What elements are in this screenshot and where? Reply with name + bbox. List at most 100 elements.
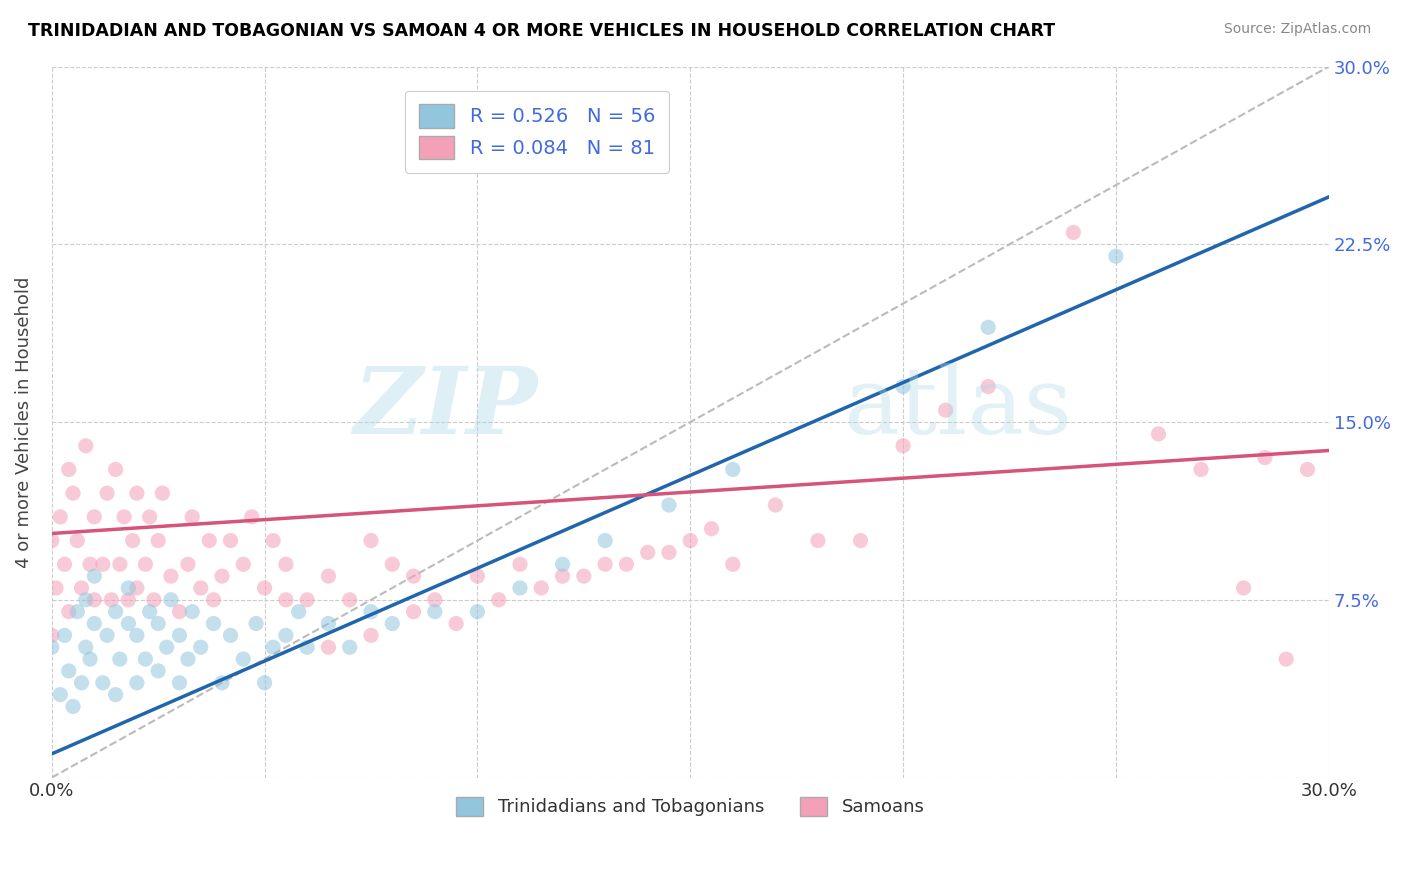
- Point: [146, 533, 169, 548]
- Point: [1062, 226, 1084, 240]
- Point: [75, 592, 97, 607]
- Point: [232, 558, 254, 572]
- Point: [83, 509, 105, 524]
- Point: [891, 439, 914, 453]
- Point: [49, 509, 72, 524]
- Point: [551, 569, 574, 583]
- Point: [211, 675, 233, 690]
- Point: [211, 569, 233, 583]
- Point: [593, 558, 616, 572]
- Point: [339, 640, 361, 655]
- Point: [339, 592, 361, 607]
- Point: [935, 403, 957, 417]
- Point: [134, 652, 156, 666]
- Point: [41, 640, 63, 655]
- Point: [53, 558, 76, 572]
- Point: [169, 628, 191, 642]
- Point: [1147, 426, 1170, 441]
- Point: [274, 628, 297, 642]
- Point: [177, 558, 200, 572]
- Point: [160, 569, 183, 583]
- Point: [488, 592, 510, 607]
- Point: [117, 616, 139, 631]
- Point: [117, 592, 139, 607]
- Point: [593, 533, 616, 548]
- Point: [274, 592, 297, 607]
- Point: [402, 605, 425, 619]
- Point: [83, 569, 105, 583]
- Point: [66, 533, 89, 548]
- Point: [1105, 249, 1128, 263]
- Point: [721, 558, 744, 572]
- Point: [83, 616, 105, 631]
- Point: [295, 640, 318, 655]
- Point: [75, 439, 97, 453]
- Point: [1233, 581, 1256, 595]
- Point: [295, 592, 318, 607]
- Point: [96, 486, 118, 500]
- Point: [112, 509, 135, 524]
- Point: [125, 628, 148, 642]
- Point: [763, 498, 786, 512]
- Point: [658, 498, 681, 512]
- Point: [202, 616, 225, 631]
- Point: [75, 640, 97, 655]
- Point: [190, 581, 212, 595]
- Point: [1189, 462, 1212, 476]
- Point: [253, 675, 276, 690]
- Point: [160, 592, 183, 607]
- Point: [125, 581, 148, 595]
- Point: [62, 486, 84, 500]
- Point: [318, 640, 340, 655]
- Point: [169, 675, 191, 690]
- Point: [198, 533, 221, 548]
- Point: [134, 558, 156, 572]
- Point: [262, 640, 284, 655]
- Text: Source: ZipAtlas.com: Source: ZipAtlas.com: [1223, 22, 1371, 37]
- Point: [423, 592, 446, 607]
- Point: [219, 628, 242, 642]
- Point: [679, 533, 702, 548]
- Point: [509, 558, 531, 572]
- Point: [530, 581, 553, 595]
- Point: [1296, 462, 1319, 476]
- Point: [181, 605, 204, 619]
- Point: [360, 628, 382, 642]
- Point: [156, 640, 179, 655]
- Point: [58, 605, 80, 619]
- Legend: Trinidadians and Tobagonians, Samoans: Trinidadians and Tobagonians, Samoans: [447, 788, 934, 825]
- Point: [616, 558, 638, 572]
- Point: [360, 605, 382, 619]
- Point: [66, 605, 89, 619]
- Point: [849, 533, 872, 548]
- Point: [551, 558, 574, 572]
- Point: [637, 545, 659, 559]
- Point: [83, 592, 105, 607]
- Point: [274, 558, 297, 572]
- Point: [467, 569, 489, 583]
- Point: [70, 675, 93, 690]
- Point: [41, 628, 63, 642]
- Point: [70, 581, 93, 595]
- Point: [146, 616, 169, 631]
- Point: [245, 616, 267, 631]
- Point: [45, 581, 67, 595]
- Point: [169, 605, 191, 619]
- Text: ZIP: ZIP: [353, 363, 537, 453]
- Point: [49, 688, 72, 702]
- Point: [1275, 652, 1298, 666]
- Point: [318, 569, 340, 583]
- Point: [104, 605, 127, 619]
- Point: [423, 605, 446, 619]
- Point: [190, 640, 212, 655]
- Y-axis label: 4 or more Vehicles in Household: 4 or more Vehicles in Household: [15, 277, 32, 568]
- Point: [807, 533, 830, 548]
- Point: [108, 652, 131, 666]
- Point: [240, 509, 263, 524]
- Point: [79, 558, 101, 572]
- Point: [467, 605, 489, 619]
- Text: atlas: atlas: [844, 363, 1073, 453]
- Point: [402, 569, 425, 583]
- Point: [658, 545, 681, 559]
- Point: [41, 533, 63, 548]
